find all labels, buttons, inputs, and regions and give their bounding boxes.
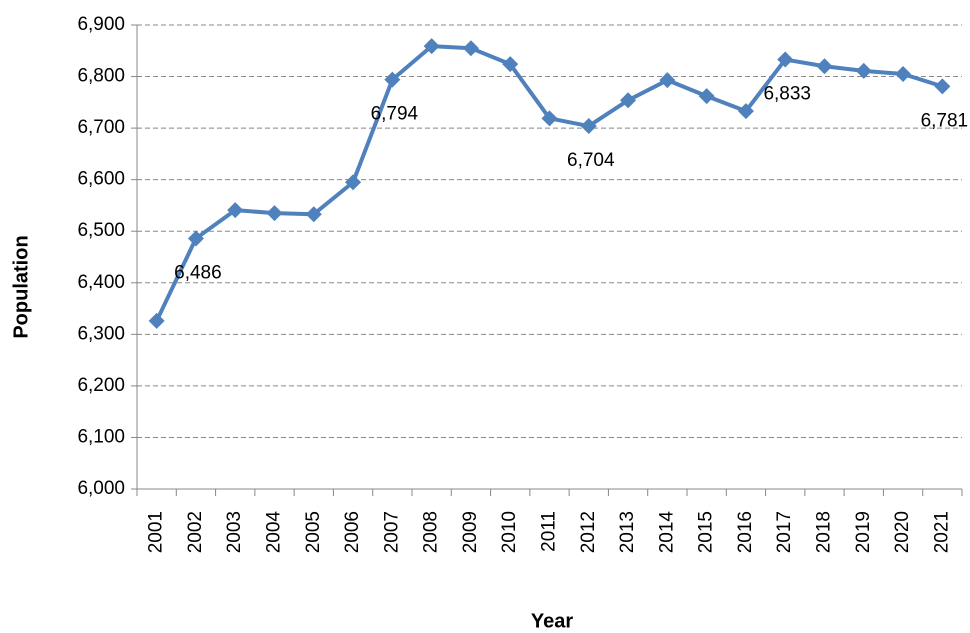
x-tick-label: 2010 <box>499 511 520 553</box>
y-tick-label: 6,600 <box>77 169 125 190</box>
point-marker <box>816 58 833 75</box>
y-tick-label: 6,800 <box>77 66 125 87</box>
point-marker <box>737 103 754 120</box>
data-label: 6,833 <box>763 84 811 105</box>
point-marker <box>148 312 165 329</box>
x-tick-label: 2001 <box>146 511 167 553</box>
point-marker <box>266 205 283 222</box>
x-tick-label: 2013 <box>617 511 638 553</box>
point-marker <box>423 38 440 55</box>
point-marker <box>384 71 401 88</box>
point-marker <box>305 206 322 223</box>
x-tick-label: 2003 <box>224 511 245 553</box>
point-marker <box>187 230 204 247</box>
data-label: 6,704 <box>567 150 615 171</box>
y-tick-label: 6,900 <box>77 14 125 35</box>
point-marker <box>698 88 715 105</box>
y-tick-label: 6,300 <box>77 323 125 344</box>
x-tick-label: 2002 <box>185 511 206 553</box>
point-marker <box>502 56 519 73</box>
x-tick-label: 2017 <box>774 511 795 553</box>
x-tick-label: 2011 <box>539 511 560 552</box>
y-tick-label: 6,400 <box>77 272 125 293</box>
x-tick-label: 2021 <box>931 511 952 553</box>
y-tick-label: 6,100 <box>77 426 125 447</box>
data-label: 6,781 <box>921 110 969 131</box>
point-marker <box>345 174 362 191</box>
y-tick-label: 6,500 <box>77 220 125 241</box>
x-tick-label: 2004 <box>264 511 285 554</box>
x-tick-label: 2018 <box>814 511 835 553</box>
point-marker <box>934 78 951 95</box>
y-axis-title: Population <box>10 235 32 338</box>
x-tick-label: 2009 <box>460 511 481 553</box>
x-tick-label: 2006 <box>342 511 363 553</box>
x-tick-label: 2012 <box>578 511 599 553</box>
point-marker <box>462 40 479 57</box>
x-tick-label: 2008 <box>421 511 442 553</box>
x-tick-label: 2005 <box>303 511 324 553</box>
x-tick-label: 2020 <box>892 511 913 553</box>
x-tick-label: 2015 <box>696 511 717 553</box>
point-marker <box>227 202 244 219</box>
x-tick-label: 2016 <box>735 511 756 553</box>
point-marker <box>659 72 676 89</box>
y-tick-label: 6,000 <box>77 478 125 499</box>
point-marker <box>777 51 794 68</box>
x-tick-label: 2019 <box>853 511 874 553</box>
data-label: 6,794 <box>371 104 419 125</box>
point-marker <box>620 92 637 109</box>
x-tick-label: 2007 <box>381 511 402 553</box>
y-tick-label: 6,200 <box>77 375 125 396</box>
series-line <box>154 44 943 322</box>
x-axis-title: Year <box>531 610 573 632</box>
point-marker <box>541 110 558 127</box>
point-marker <box>580 118 597 135</box>
y-tick-label: 6,700 <box>77 117 125 138</box>
point-marker <box>855 62 872 79</box>
x-tick-label: 2014 <box>656 511 677 554</box>
point-marker <box>895 65 912 82</box>
data-label: 6,486 <box>174 262 222 283</box>
